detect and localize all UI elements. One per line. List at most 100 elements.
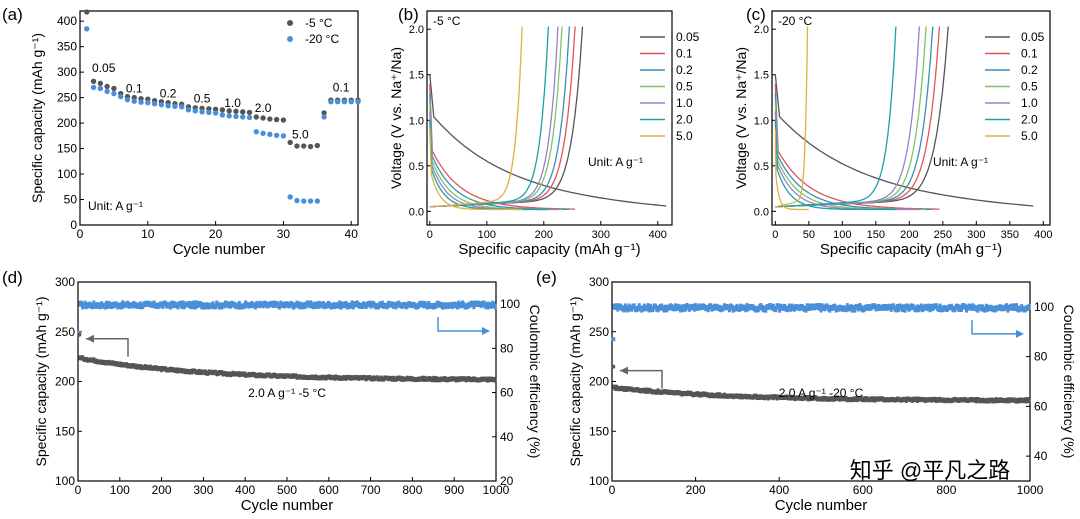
charge-curve bbox=[429, 26, 571, 208]
data-point bbox=[273, 132, 280, 139]
data-point bbox=[97, 80, 104, 87]
data-point bbox=[84, 9, 90, 15]
legend-marker bbox=[287, 36, 293, 42]
data-point bbox=[233, 113, 239, 120]
data-point bbox=[90, 78, 97, 85]
x-tick-label: 600 bbox=[319, 483, 339, 497]
x-tick-label: 40 bbox=[345, 227, 359, 241]
efficiency-point bbox=[804, 306, 808, 313]
data-point bbox=[124, 96, 131, 103]
efficiency-point bbox=[456, 303, 460, 310]
efficiency-arrow bbox=[437, 316, 488, 332]
data-point bbox=[192, 108, 198, 114]
legend-entry: 5.0 bbox=[1021, 129, 1038, 143]
data-point bbox=[307, 198, 314, 204]
y-tick-label: 100 bbox=[589, 474, 609, 488]
discharge-curve bbox=[774, 111, 920, 211]
data-point bbox=[226, 113, 232, 119]
data-point bbox=[90, 84, 97, 91]
data-point bbox=[328, 98, 334, 105]
capacity-point bbox=[77, 332, 82, 337]
legend-entry: 0.5 bbox=[1021, 80, 1038, 94]
x-tick-label: 200 bbox=[686, 483, 706, 497]
legend-entry: 0.2 bbox=[676, 63, 693, 77]
panel-b: (b) 0 100 200 300 400 0.0 0.5 1.0 1.5 2.0 Specific … bbox=[388, 5, 700, 258]
data-point bbox=[307, 143, 314, 150]
condition-annotation: 2.0 A g⁻¹ -5 °C bbox=[248, 386, 326, 400]
legend-entry: 2.0 bbox=[1021, 113, 1038, 127]
panel-label: (a) bbox=[2, 5, 23, 24]
panel-label: (d) bbox=[2, 268, 23, 287]
data-point bbox=[104, 83, 110, 90]
data-point bbox=[294, 143, 300, 149]
y-tick-label: 250 bbox=[589, 325, 609, 339]
rate-label: 0.05 bbox=[92, 61, 116, 75]
rate-label: 0.1 bbox=[126, 82, 143, 96]
x-tick-label: 0 bbox=[77, 227, 84, 241]
efficiency-point bbox=[818, 303, 822, 310]
data-point bbox=[301, 198, 307, 204]
data-point bbox=[355, 98, 361, 105]
x-tick-label: 700 bbox=[361, 483, 381, 497]
y-tick-label: 250 bbox=[55, 325, 75, 339]
rate-label: 0.1 bbox=[333, 81, 350, 95]
y-tick-label: 0.0 bbox=[409, 206, 424, 218]
data-point bbox=[321, 110, 327, 116]
y-tick-label: 300 bbox=[55, 275, 75, 289]
data-point bbox=[158, 102, 165, 108]
efficiency-point bbox=[611, 337, 616, 342]
legend-entry: 1.0 bbox=[676, 96, 693, 110]
efficiency-point bbox=[744, 306, 748, 313]
x-tick-label: 800 bbox=[402, 483, 422, 497]
efficiency-arrow bbox=[971, 319, 1022, 335]
x-axis-label: Specific capacity (mAh g⁻¹) bbox=[820, 241, 1002, 258]
x-tick-label: 100 bbox=[478, 229, 496, 241]
y-tick-label: 200 bbox=[589, 375, 609, 389]
charge-curve bbox=[429, 26, 550, 208]
x-tick-label: 600 bbox=[853, 483, 873, 497]
data-point bbox=[179, 104, 185, 110]
x-tick-label: 800 bbox=[936, 483, 956, 497]
x-tick-label: 300 bbox=[967, 229, 985, 241]
data-point bbox=[172, 103, 178, 109]
y-tick-label: 0.5 bbox=[754, 161, 769, 173]
y-tick-label: 200 bbox=[55, 375, 75, 389]
data-point bbox=[219, 107, 226, 113]
discharge-curve bbox=[429, 83, 576, 210]
efficiency-point bbox=[819, 306, 823, 313]
efficiency-point bbox=[903, 306, 907, 313]
x-tick-label: 200 bbox=[535, 229, 553, 241]
charge-curve bbox=[775, 26, 921, 208]
y-tick-label: 350 bbox=[57, 40, 77, 54]
charge-curve bbox=[775, 26, 934, 208]
efficiency-point bbox=[844, 306, 848, 313]
panel-label: (c) bbox=[746, 5, 766, 24]
legend-entry: -5 °C bbox=[305, 16, 333, 30]
y2-tick-label: 80 bbox=[500, 341, 514, 355]
x-tick-label: 400 bbox=[649, 229, 667, 241]
efficiency-arrowhead bbox=[482, 326, 490, 335]
data-point bbox=[294, 197, 300, 204]
data-point bbox=[253, 129, 259, 135]
y-axis-label: Voltage (V vs. Na⁺/Na) bbox=[733, 47, 749, 189]
y2-tick-label: 40 bbox=[1034, 449, 1048, 463]
legend-entry: 0.1 bbox=[1021, 47, 1038, 61]
x-tick-label: 0 bbox=[609, 483, 616, 497]
discharge-curve bbox=[774, 74, 1034, 207]
x-axis-label: Cycle number bbox=[173, 241, 266, 258]
legend-entry: 0.05 bbox=[676, 30, 700, 44]
legend-entry: 0.5 bbox=[676, 80, 693, 94]
x-tick-label: 0 bbox=[772, 229, 778, 241]
y2-tick-label: 80 bbox=[1034, 350, 1048, 364]
data-point bbox=[246, 114, 253, 121]
plot-frame bbox=[79, 10, 359, 226]
x-axis-label: Cycle number bbox=[241, 497, 334, 514]
data-point bbox=[104, 88, 110, 95]
data-point bbox=[321, 114, 327, 120]
x-tick-label: 1000 bbox=[483, 483, 510, 497]
x-tick-label: 500 bbox=[277, 483, 297, 497]
data-point bbox=[219, 112, 226, 118]
data-point bbox=[206, 109, 212, 116]
legend-entry: 0.2 bbox=[1021, 63, 1038, 77]
